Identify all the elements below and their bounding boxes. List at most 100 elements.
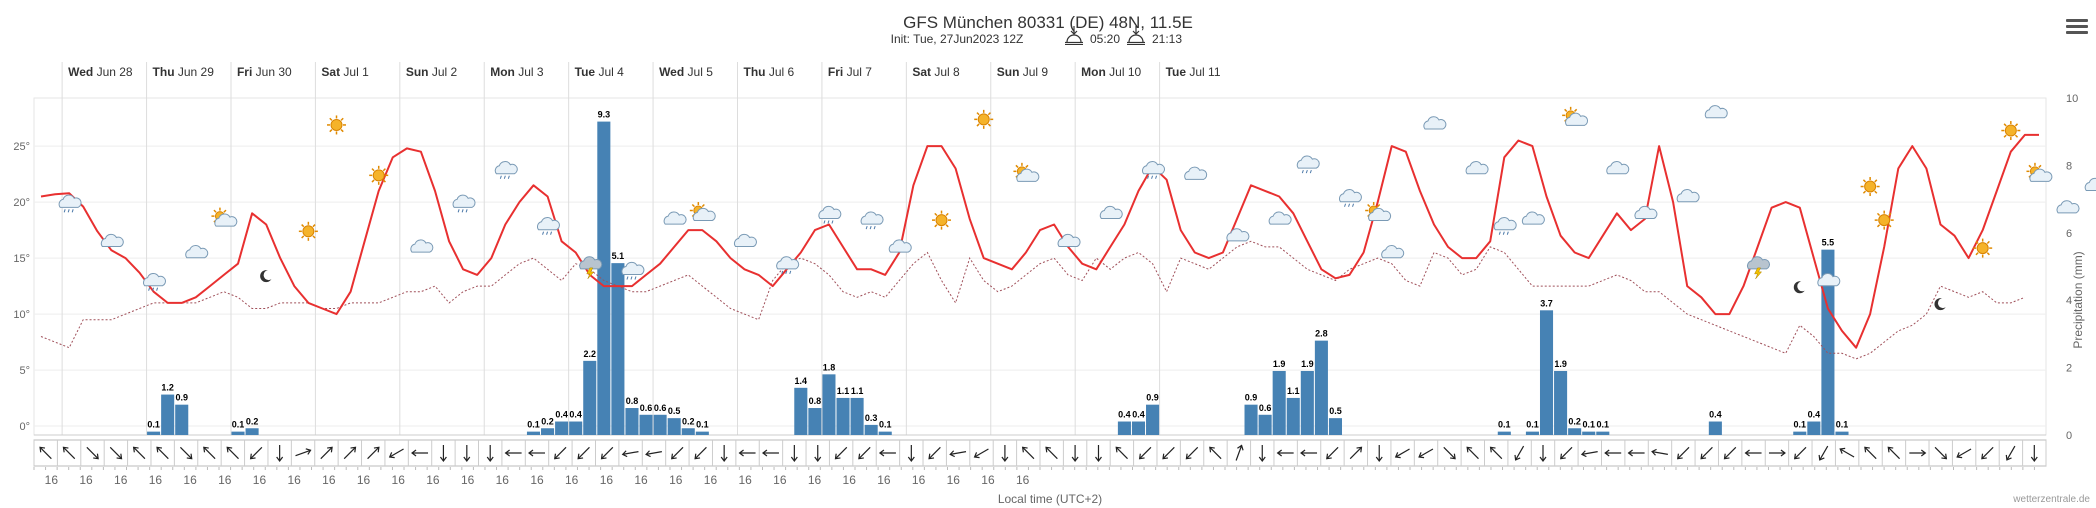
cloud-rain-icon	[860, 211, 884, 230]
precip-bar	[653, 414, 667, 435]
wind-shaft	[577, 446, 590, 460]
wind-shaft	[835, 446, 848, 460]
wind-arrow-icon	[1909, 449, 1927, 457]
cloud-shape	[663, 211, 687, 225]
wind-shaft	[63, 446, 76, 460]
day-label: Fri Jul 7	[828, 65, 872, 79]
wind-arrow-icon	[1326, 446, 1339, 460]
sun-ray	[1862, 179, 1867, 183]
wind-head	[1744, 449, 1750, 457]
wind-arrow-icon	[928, 446, 941, 460]
precip-label: 9.3	[598, 110, 611, 120]
wind-arrow-icon	[645, 450, 662, 458]
precip-bar	[1582, 431, 1596, 435]
wind-arrow-icon	[949, 450, 967, 458]
cloud-shape	[410, 239, 434, 253]
rain-drop	[630, 276, 633, 280]
wind-shaft	[1326, 446, 1339, 460]
precip-label: 0.6	[640, 403, 653, 413]
sun-ray	[301, 235, 305, 239]
rain-drop	[1498, 231, 1501, 235]
wind-head	[738, 449, 744, 457]
wind-arrow-icon	[694, 446, 707, 460]
rain-drop	[1506, 231, 1509, 235]
wind-shaft	[1515, 445, 1525, 461]
wind-arrow-icon	[554, 446, 567, 460]
precip-bar	[850, 397, 864, 435]
precip-label: 1.1	[1287, 386, 1300, 396]
cloud-shape	[1493, 217, 1517, 231]
precip-bar	[1300, 370, 1314, 435]
day-label: Sun Jul 9	[997, 65, 1049, 79]
rain-drop	[1309, 169, 1312, 174]
cloud-icon	[1634, 205, 1658, 220]
sun-disc	[2004, 124, 2017, 137]
sun-ray	[1888, 224, 1892, 228]
sun-ray	[691, 203, 695, 208]
wind-arrow-icon	[1514, 445, 1525, 461]
wind-head	[1209, 446, 1215, 453]
wind-arrow-icon	[2005, 445, 2016, 461]
precip-label: 0.6	[654, 403, 667, 413]
cloud-shape	[1268, 211, 1292, 225]
cloud-shape	[1057, 233, 1081, 248]
rain-drop	[507, 175, 510, 179]
precip-bar	[808, 408, 822, 435]
sun-ray	[945, 224, 949, 228]
wind-head	[1514, 454, 1521, 461]
wind-arrow-icon	[1071, 445, 1079, 462]
precip-label: 2.8	[1315, 329, 1328, 339]
wind-head	[39, 446, 46, 453]
cloud-rain-icon	[494, 161, 518, 179]
temp-lines	[40, 133, 2039, 360]
cloud-rain-icon	[1338, 189, 1362, 207]
hour-label: 16	[600, 473, 614, 487]
precip-bars: 0.11.20.90.1 0.2 0.1 0.20.4 0.42.29.35.10.80…	[147, 110, 1849, 435]
rain-drop	[503, 175, 506, 179]
wind-head	[439, 456, 447, 462]
precip-bar	[864, 424, 878, 435]
rain-drop	[465, 209, 468, 213]
wind-shaft	[1864, 446, 1877, 460]
cloud-shape	[579, 256, 603, 270]
cloud-shape	[1141, 161, 1165, 175]
wind-arrow-icon	[814, 445, 822, 462]
wind-head	[878, 449, 885, 457]
wind-head	[327, 446, 333, 453]
hamburger-menu-icon[interactable]	[2066, 16, 2088, 36]
y-left-tick: 15°	[13, 253, 30, 265]
rain-drop	[152, 287, 155, 291]
wind-head	[1237, 444, 1244, 451]
precip-label: 0.1	[879, 420, 892, 430]
precip-label: 0.1	[696, 420, 709, 430]
wind-head	[1956, 452, 1963, 459]
rain-drop	[873, 225, 876, 230]
precip-bar	[822, 374, 836, 435]
rain-drop	[789, 270, 792, 275]
wind-head	[116, 453, 123, 460]
precip-label: 0.8	[626, 396, 639, 406]
precip-label: 0.9	[175, 393, 188, 403]
wind-arrow-icon	[1956, 448, 1972, 459]
precip-label: 0.1	[1498, 420, 1511, 430]
hour-label: 16	[392, 473, 406, 487]
sun-ray	[371, 168, 375, 172]
wind-arrow-icon	[621, 450, 639, 458]
cloud-shape	[818, 205, 842, 220]
wind-head	[1300, 449, 1306, 457]
wind-shaft	[295, 449, 311, 457]
wind-head	[93, 453, 99, 460]
rain-drop	[67, 209, 70, 213]
wind-shaft	[974, 448, 989, 458]
day-label: Tue Jul 4	[575, 65, 624, 79]
sun-ray	[1876, 212, 1881, 217]
cloud-rain-icon	[58, 194, 82, 213]
wind-shaft	[109, 446, 122, 460]
sun-ray	[701, 203, 705, 208]
precip-bar	[1539, 310, 1554, 435]
cloud-shape	[860, 211, 884, 225]
cloud-rain-icon	[818, 205, 842, 224]
cloud-shape	[214, 213, 238, 227]
wind-arrow-icon	[1580, 450, 1598, 458]
wind-arrow-icon	[1235, 444, 1244, 461]
